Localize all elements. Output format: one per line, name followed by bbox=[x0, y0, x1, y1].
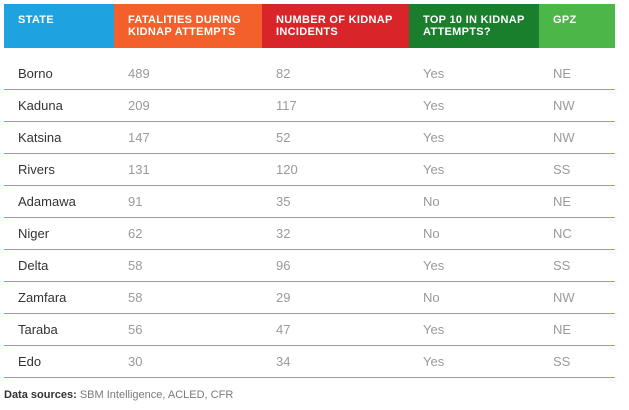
cell-state: Katsina bbox=[18, 130, 62, 145]
cell-top10: Yes bbox=[423, 98, 445, 113]
cell-state: Adamawa bbox=[18, 194, 76, 209]
cell-fatalities: 489 bbox=[128, 66, 150, 81]
cell-incidents: 82 bbox=[276, 66, 291, 81]
header-incidents: NUMBER OF KIDNAP INCIDENTS bbox=[262, 4, 409, 48]
cell-state: Kaduna bbox=[18, 98, 63, 113]
cell-state: Edo bbox=[18, 354, 42, 369]
cell-fatalities: 131 bbox=[128, 162, 150, 177]
header-fatalities: FATALITIES DURING KIDNAP ATTEMPTS bbox=[114, 4, 262, 48]
table-row: Taraba 56 47 Yes NE bbox=[4, 314, 615, 346]
table-row: Katsina 147 52 Yes NW bbox=[4, 122, 615, 154]
table-row: Borno 489 82 Yes NE bbox=[4, 58, 615, 90]
cell-state: Taraba bbox=[18, 322, 58, 337]
cell-state: Delta bbox=[18, 258, 49, 273]
cell-fatalities: 209 bbox=[128, 98, 150, 113]
cell-gpz: SS bbox=[553, 162, 571, 177]
cell-state: Rivers bbox=[18, 162, 55, 177]
table-row: Kaduna 209 117 Yes NW bbox=[4, 90, 615, 122]
data-sources-label: Data sources: bbox=[4, 389, 77, 401]
cell-fatalities: 91 bbox=[128, 194, 143, 209]
cell-gpz: NC bbox=[553, 226, 572, 241]
cell-top10: No bbox=[423, 194, 440, 209]
cell-state: Zamfara bbox=[18, 290, 67, 305]
cell-gpz: NE bbox=[553, 322, 572, 337]
cell-incidents: 32 bbox=[276, 226, 291, 241]
table-header: STATE FATALITIES DURING KIDNAP ATTEMPTS … bbox=[4, 4, 615, 48]
cell-incidents: 35 bbox=[276, 194, 291, 209]
table-row: Rivers 131 120 Yes SS bbox=[4, 154, 615, 186]
cell-top10: No bbox=[423, 290, 440, 305]
cell-fatalities: 30 bbox=[128, 354, 143, 369]
cell-top10: Yes bbox=[423, 354, 445, 369]
data-sources-text: SBM Intelligence, ACLED, CFR bbox=[76, 389, 234, 401]
header-gpz: GPZ bbox=[539, 4, 615, 48]
cell-fatalities: 62 bbox=[128, 226, 143, 241]
cell-fatalities: 56 bbox=[128, 322, 143, 337]
data-sources: Data sources: SBM Intelligence, ACLED, C… bbox=[4, 389, 233, 401]
cell-gpz: NW bbox=[553, 130, 575, 145]
kidnap-table: STATE FATALITIES DURING KIDNAP ATTEMPTS … bbox=[4, 4, 615, 378]
header-state: STATE bbox=[4, 4, 114, 48]
cell-gpz: NW bbox=[553, 290, 575, 305]
cell-top10: Yes bbox=[423, 322, 445, 337]
cell-gpz: NW bbox=[553, 98, 575, 113]
table-row: Delta 58 96 Yes SS bbox=[4, 250, 615, 282]
cell-incidents: 117 bbox=[276, 98, 297, 113]
cell-incidents: 29 bbox=[276, 290, 291, 305]
cell-gpz: NE bbox=[553, 66, 572, 81]
cell-incidents: 52 bbox=[276, 130, 291, 145]
cell-gpz: NE bbox=[553, 194, 572, 209]
cell-top10: Yes bbox=[423, 130, 445, 145]
cell-top10: Yes bbox=[423, 162, 445, 177]
table-body: Borno 489 82 Yes NE Kaduna 209 117 Yes NW Katsina 1… bbox=[4, 58, 615, 378]
table-row: Edo 30 34 Yes SS bbox=[4, 346, 615, 378]
table-row: Niger 62 32 No NC bbox=[4, 218, 615, 250]
cell-state: Borno bbox=[18, 66, 53, 81]
table-row: Zamfara 58 29 No NW bbox=[4, 282, 615, 314]
cell-incidents: 47 bbox=[276, 322, 291, 337]
cell-top10: Yes bbox=[423, 258, 445, 273]
cell-incidents: 34 bbox=[276, 354, 291, 369]
cell-fatalities: 147 bbox=[128, 130, 150, 145]
table-row: Adamawa 91 35 No NE bbox=[4, 186, 615, 218]
cell-incidents: 120 bbox=[276, 162, 298, 177]
cell-gpz: SS bbox=[553, 258, 571, 273]
cell-state: Niger bbox=[18, 226, 50, 241]
header-top10: TOP 10 IN KIDNAP ATTEMPTS? bbox=[409, 4, 539, 48]
cell-top10: No bbox=[423, 226, 440, 241]
cell-fatalities: 58 bbox=[128, 290, 143, 305]
cell-top10: Yes bbox=[423, 66, 445, 81]
cell-fatalities: 58 bbox=[128, 258, 143, 273]
cell-incidents: 96 bbox=[276, 258, 291, 273]
cell-gpz: SS bbox=[553, 354, 571, 369]
